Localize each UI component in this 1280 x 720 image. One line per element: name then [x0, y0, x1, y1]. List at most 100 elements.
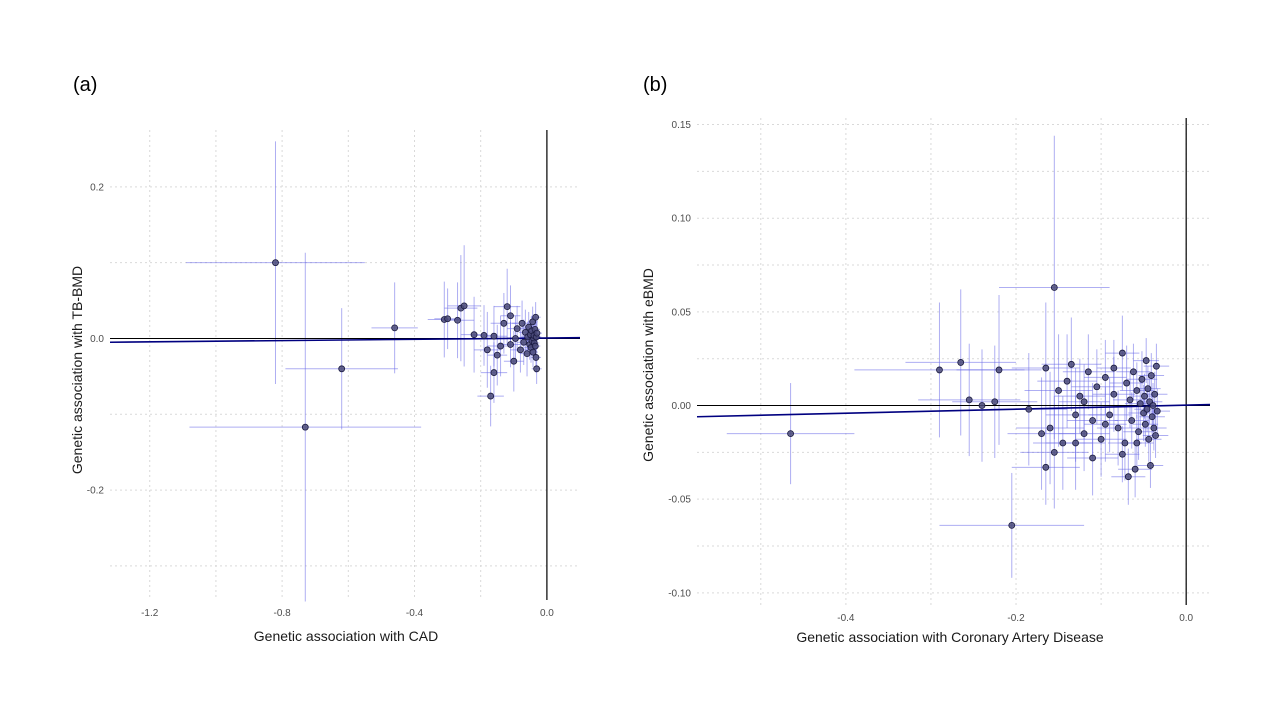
data-point	[1141, 420, 1149, 428]
x-tick-label: 0.0	[1179, 613, 1193, 624]
data-point	[1067, 360, 1075, 368]
data-point	[1008, 521, 1016, 529]
data-point	[517, 346, 524, 354]
data-point	[490, 369, 498, 376]
data-point	[1147, 372, 1155, 379]
data-point	[978, 402, 986, 409]
y-tick-label: 0.0	[90, 334, 104, 345]
y-axis-title-a: Genetic association with TB-BMD	[69, 266, 85, 474]
data-point	[513, 325, 521, 333]
data-point	[1121, 439, 1129, 447]
data-point	[1123, 379, 1131, 387]
data-point	[507, 312, 514, 320]
x-axis-title-a: Genetic association with CAD	[254, 628, 438, 644]
data-point	[1110, 364, 1118, 372]
data-point	[936, 366, 943, 374]
data-point	[529, 348, 537, 356]
data-point	[1153, 362, 1160, 370]
data-point	[1128, 417, 1136, 424]
y-tick-label: -0.10	[668, 588, 691, 599]
data-point	[272, 259, 279, 267]
data-point	[338, 365, 346, 373]
data-point	[1144, 385, 1152, 393]
data-point	[995, 366, 1003, 374]
data-point	[1131, 465, 1139, 473]
data-point	[531, 342, 539, 350]
data-point	[1084, 368, 1092, 376]
data-point	[487, 392, 495, 400]
data-point	[991, 398, 999, 406]
data-point	[1143, 405, 1151, 413]
data-point	[493, 351, 501, 359]
panel-label-a: (a)	[73, 74, 98, 96]
data-point	[500, 319, 508, 327]
data-point	[470, 331, 478, 339]
fit-line	[109, 336, 581, 344]
data-point	[510, 357, 518, 365]
data-point	[1135, 428, 1142, 436]
data-point	[1126, 396, 1134, 404]
data-point	[1080, 398, 1088, 406]
data-point	[532, 354, 540, 361]
fit-line-layer-b	[696, 118, 1211, 605]
data-point	[301, 423, 309, 431]
data-point	[490, 332, 498, 340]
data-point	[1080, 430, 1088, 438]
data-point	[1106, 411, 1114, 419]
data-point	[1059, 439, 1067, 447]
data-point	[483, 346, 491, 354]
data-point	[1089, 417, 1096, 424]
y-tick-label: -0.2	[87, 486, 105, 497]
y-tick-label: 0.2	[90, 182, 104, 193]
fit-line-layer-a	[109, 130, 581, 600]
data-point	[1050, 448, 1058, 456]
data-point	[1063, 377, 1071, 385]
y-tick-label: -0.05	[668, 495, 691, 506]
data-point	[1138, 375, 1146, 383]
points-layer-a	[272, 259, 541, 431]
data-point	[1110, 390, 1118, 398]
x-axis-title-b: Genetic association with Coronary Artery…	[796, 629, 1104, 645]
data-point	[391, 324, 399, 332]
data-point	[1133, 439, 1141, 447]
data-point	[1114, 424, 1122, 432]
data-point	[444, 315, 452, 323]
data-point	[1055, 387, 1062, 394]
data-point	[1151, 390, 1159, 398]
y-tick-label: 0.05	[672, 307, 692, 318]
data-point	[1089, 454, 1096, 462]
y-axis-title-b: Genetic association with eBMD	[640, 268, 656, 462]
data-point	[1093, 383, 1101, 391]
y-tick-label: 0.15	[672, 120, 692, 131]
tick-layer-a: -1.2 -0.8 -0.4 0.0 -0.2 0.0 0.2	[87, 182, 555, 619]
data-point	[512, 335, 519, 342]
data-point	[1150, 424, 1158, 432]
data-point	[1149, 402, 1157, 409]
data-point	[1124, 473, 1132, 481]
data-point	[1046, 424, 1054, 432]
data-point	[1042, 463, 1050, 471]
data-point	[1152, 432, 1159, 439]
data-point	[497, 342, 504, 350]
data-point	[1118, 349, 1126, 357]
data-point	[787, 430, 794, 438]
data-point	[1133, 387, 1141, 394]
data-point	[1141, 392, 1148, 400]
y-tick-label: 0.10	[672, 214, 692, 225]
data-point	[503, 303, 511, 311]
data-point	[507, 341, 514, 348]
data-point	[1153, 407, 1161, 415]
data-point	[533, 329, 541, 337]
x-tick-label: -0.8	[273, 608, 291, 619]
y-tick-label: 0.00	[672, 401, 692, 412]
points-layer-b	[787, 284, 1161, 529]
data-point	[1097, 435, 1105, 443]
data-point	[480, 332, 488, 339]
data-point	[454, 316, 461, 324]
data-point	[1147, 462, 1154, 469]
data-point	[1101, 420, 1109, 428]
x-tick-label: -1.2	[141, 608, 159, 619]
data-point	[1130, 368, 1137, 376]
